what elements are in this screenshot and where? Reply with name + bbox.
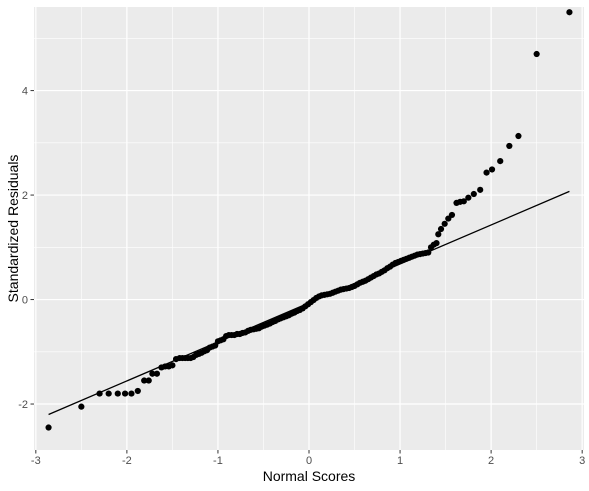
data-point bbox=[465, 194, 472, 201]
y-tick-label: -2 bbox=[18, 399, 28, 411]
data-point bbox=[121, 390, 129, 397]
data-point bbox=[533, 50, 540, 58]
x-tick-label: -1 bbox=[213, 455, 223, 467]
x-axis-title: Normal Scores bbox=[263, 468, 356, 484]
data-point bbox=[506, 142, 513, 150]
data-points bbox=[45, 9, 573, 431]
x-tick-label: 3 bbox=[579, 455, 585, 467]
data-point bbox=[45, 424, 52, 431]
data-point bbox=[566, 9, 573, 16]
data-point bbox=[460, 198, 467, 205]
x-tick-label: 0 bbox=[306, 455, 312, 467]
x-tick-label: 1 bbox=[397, 455, 403, 467]
data-point bbox=[145, 377, 152, 384]
y-tick-label: 0 bbox=[22, 295, 28, 307]
data-point bbox=[448, 211, 456, 219]
data-point bbox=[114, 390, 121, 397]
data-point bbox=[470, 190, 477, 198]
x-tick-label: -2 bbox=[122, 455, 132, 467]
data-point bbox=[425, 249, 432, 256]
data-point bbox=[437, 225, 445, 233]
y-tick-label: 4 bbox=[22, 86, 28, 98]
data-point bbox=[169, 362, 176, 369]
x-tick-label: -3 bbox=[31, 455, 41, 467]
data-point bbox=[433, 240, 440, 247]
y-tick-label: 2 bbox=[22, 190, 28, 202]
data-point bbox=[128, 390, 135, 397]
data-point bbox=[153, 370, 161, 377]
x-tick-label: 2 bbox=[488, 455, 494, 467]
data-point bbox=[134, 387, 141, 395]
data-point bbox=[435, 231, 442, 238]
grid-major-lines bbox=[34, 7, 584, 450]
data-point bbox=[149, 370, 156, 377]
data-point bbox=[477, 186, 484, 193]
data-point bbox=[488, 166, 496, 173]
y-axis-ticks: -2 0 2 4 bbox=[18, 86, 34, 411]
data-point bbox=[141, 377, 148, 384]
data-point bbox=[78, 403, 85, 410]
data-point bbox=[483, 169, 490, 176]
data-point bbox=[497, 158, 504, 165]
data-point bbox=[105, 390, 112, 397]
data-point bbox=[441, 220, 448, 227]
data-point bbox=[515, 132, 522, 140]
x-axis-ticks: -3 -2 -1 0 1 2 3 bbox=[31, 450, 585, 467]
y-axis-title: Standardized Residuals bbox=[5, 155, 21, 303]
data-point bbox=[96, 390, 103, 397]
